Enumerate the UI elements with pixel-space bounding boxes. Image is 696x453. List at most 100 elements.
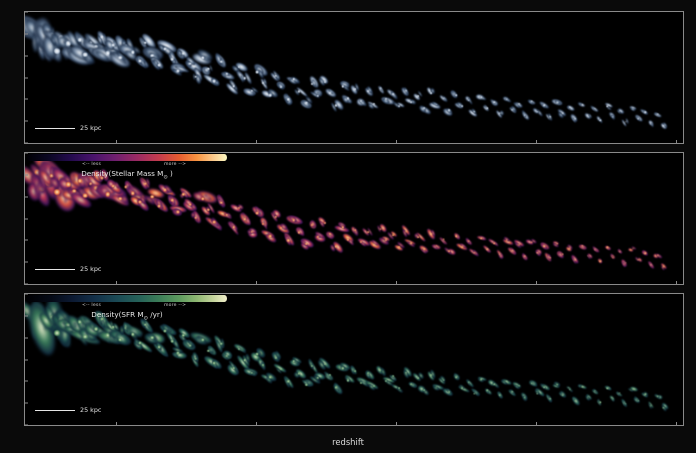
galaxy-thumbnail <box>513 101 521 109</box>
galaxy-thumbnail <box>603 385 612 392</box>
galaxy-nucleus <box>94 327 99 332</box>
galaxy-thumbnail <box>76 186 91 200</box>
galaxy-thumbnail <box>65 29 83 53</box>
galaxy-thumbnail <box>660 263 667 270</box>
galaxy-thumbnail <box>59 323 70 347</box>
galaxy-thumbnail <box>449 88 459 99</box>
galaxy-thumbnail <box>208 64 214 72</box>
galaxy-thumbnail <box>269 211 279 223</box>
galaxy-thumbnail <box>142 45 161 61</box>
galaxy-thumbnail <box>123 48 139 62</box>
galaxy-thumbnail <box>56 329 63 341</box>
galaxy-thumbnail <box>355 97 367 108</box>
galaxy-thumbnail <box>341 83 351 92</box>
galaxy-nucleus <box>397 246 400 249</box>
galaxy-nucleus <box>188 344 192 347</box>
galaxy-nucleus <box>347 238 350 241</box>
galaxy-nucleus <box>219 342 223 346</box>
galaxy-thumbnail <box>31 153 63 179</box>
galaxy-thumbnail <box>591 105 600 113</box>
galaxy-thumbnail <box>344 375 352 383</box>
galaxy-thumbnail <box>488 237 499 246</box>
galaxy-thumbnail <box>476 235 485 241</box>
galaxy-thumbnail <box>206 344 216 355</box>
galaxy-thumbnail <box>660 122 668 131</box>
galaxy-thumbnail <box>290 75 301 85</box>
y-axis-tick-mark <box>25 12 28 13</box>
galaxy-thumbnail <box>282 231 296 247</box>
galaxy-thumbnail <box>590 104 597 111</box>
galaxy-thumbnail <box>478 94 487 101</box>
galaxy-thumbnail <box>31 33 39 53</box>
galaxy-nucleus <box>323 80 326 83</box>
galaxy-nucleus <box>54 48 61 55</box>
galaxy-thumbnail <box>475 93 485 100</box>
galaxy-thumbnail <box>291 358 300 366</box>
galaxy-thumbnail <box>37 168 56 189</box>
galaxy-thumbnail <box>565 246 573 253</box>
galaxy-nucleus <box>250 371 253 374</box>
galaxy-thumbnail <box>452 372 462 382</box>
galaxy-thumbnail <box>135 196 151 213</box>
galaxy-thumbnail <box>125 183 145 200</box>
galaxy-thumbnail <box>401 224 412 237</box>
galaxy-nucleus <box>359 382 363 385</box>
galaxy-thumbnail <box>233 363 240 374</box>
galaxy-thumbnail <box>203 192 213 202</box>
galaxy-thumbnail <box>502 95 511 103</box>
galaxy-thumbnail <box>408 381 418 390</box>
galaxy-thumbnail <box>178 192 185 199</box>
galaxy-thumbnail <box>155 341 169 357</box>
galaxy-thumbnail <box>300 238 308 248</box>
galaxy-nucleus <box>232 366 235 370</box>
galaxy-thumbnail <box>472 389 480 398</box>
galaxy-thumbnail <box>534 388 541 396</box>
galaxy-thumbnail <box>190 202 198 212</box>
galaxy-thumbnail <box>660 404 667 412</box>
galaxy-thumbnail <box>180 189 190 199</box>
galaxy-thumbnail <box>109 192 130 208</box>
galaxy-thumbnail <box>124 324 144 339</box>
galaxy-nucleus <box>219 60 223 64</box>
galaxy-thumbnail <box>553 381 562 388</box>
galaxy-thumbnail <box>389 90 399 101</box>
galaxy-nucleus <box>182 193 185 196</box>
galaxy-thumbnail <box>215 193 226 209</box>
galaxy-thumbnail <box>26 181 43 203</box>
galaxy-thumbnail <box>482 244 492 254</box>
galaxy-thumbnail <box>146 331 158 342</box>
galaxy-thumbnail <box>513 383 521 390</box>
galaxy-thumbnail <box>267 90 275 98</box>
galaxy-thumbnail <box>412 92 421 102</box>
galaxy-thumbnail <box>525 238 535 246</box>
galaxy-thumbnail <box>295 226 306 238</box>
galaxy-nucleus <box>49 314 54 319</box>
galaxy-thumbnail <box>49 164 76 192</box>
galaxy-thumbnail <box>79 49 96 66</box>
galaxy-thumbnail <box>275 367 283 375</box>
galaxy-thumbnail <box>57 174 83 194</box>
galaxy-nucleus <box>305 101 308 104</box>
galaxy-thumbnail <box>503 236 510 242</box>
galaxy-nucleus <box>100 317 104 321</box>
galaxy-thumbnail <box>73 41 84 52</box>
galaxy-nucleus <box>631 107 634 109</box>
galaxy-nucleus <box>111 325 115 329</box>
galaxy-nucleus <box>460 105 463 108</box>
galaxy-thumbnail <box>323 372 334 382</box>
galaxy-nucleus <box>498 394 501 397</box>
galaxy-thumbnail <box>527 98 536 105</box>
galaxy-thumbnail <box>43 305 59 328</box>
galaxy-thumbnail <box>172 350 188 360</box>
galaxy-thumbnail <box>195 188 219 205</box>
galaxy-nucleus <box>606 387 609 390</box>
galaxy-thumbnail <box>242 87 256 98</box>
galaxy-thumbnail <box>149 55 166 72</box>
galaxy-thumbnail <box>133 54 151 70</box>
galaxy-thumbnail <box>404 97 414 105</box>
galaxy-thumbnail <box>605 244 612 251</box>
galaxy-thumbnail <box>171 346 184 354</box>
galaxy-thumbnail <box>482 104 489 111</box>
y-axis-tick-mark <box>25 261 28 263</box>
galaxy-nucleus <box>94 45 99 50</box>
